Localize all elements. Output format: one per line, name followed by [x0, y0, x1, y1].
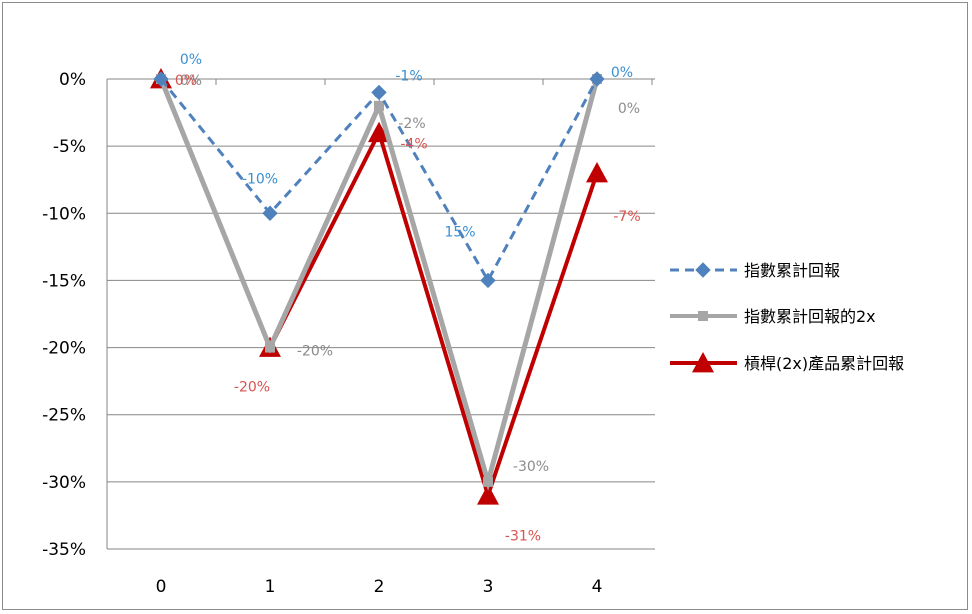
square-marker	[698, 311, 708, 321]
diamond-marker	[371, 84, 387, 101]
data-label: -20%	[234, 380, 270, 396]
data-label: 0%	[611, 65, 633, 81]
data-label: -10%	[242, 171, 278, 187]
diamond-marker	[262, 205, 278, 221]
square-marker	[483, 476, 493, 487]
x-tick-label: 2	[374, 577, 385, 597]
x-tick-label: 4	[592, 577, 603, 597]
diamond-marker	[589, 71, 605, 87]
data-label: -2%	[398, 116, 425, 132]
y-tick-label: -25%	[42, 406, 86, 426]
diamond-marker	[480, 272, 496, 289]
data-label: -1%	[395, 68, 422, 84]
x-tick-label: 0	[156, 577, 167, 597]
square-marker	[265, 342, 275, 353]
data-label: -4%	[400, 137, 427, 153]
data-label: -30%	[513, 459, 549, 475]
y-tick-label: -20%	[42, 339, 86, 359]
data-label: 0%	[180, 52, 202, 68]
diamond-marker	[153, 71, 169, 87]
data-label: -31%	[505, 528, 541, 544]
x-tick-label: 3	[483, 577, 494, 597]
data-label: 15%	[444, 224, 475, 240]
triangle-marker	[586, 162, 608, 183]
triangle-marker	[368, 121, 390, 143]
y-tick-label: 0%	[59, 70, 86, 90]
y-tick-label: -5%	[53, 137, 86, 157]
triangle-marker	[477, 484, 499, 505]
data-label: -20%	[297, 344, 333, 360]
data-label: -7%	[613, 209, 640, 225]
x-tick-label: 1	[265, 577, 276, 597]
series-layer	[150, 68, 608, 505]
legend-label: 指數累計回報	[744, 261, 840, 280]
legend-label: 指數累計回報的2x	[744, 307, 876, 326]
y-tick-label: -35%	[42, 540, 86, 560]
y-tick-label: -15%	[42, 271, 86, 291]
y-tick-label: -10%	[42, 204, 86, 224]
legend-label: 槓桿(2x)產品累計回報	[744, 354, 904, 373]
axis-layer: 0% -5% -10% -15% -20% -25% -30% -35% 0 1 2 3 4	[42, 70, 653, 597]
data-label: 0%	[180, 73, 202, 89]
square-marker	[374, 100, 384, 111]
data-label-layer: 0%-10%-1%15%0%0%-20%-2%-30%0%0%-20%-4%-3…	[175, 52, 641, 544]
data-label: 0%	[175, 73, 197, 89]
triangle-marker	[692, 352, 714, 373]
grid-layer	[107, 78, 655, 550]
y-tick-label: -30%	[42, 473, 86, 493]
diamond-marker	[695, 262, 711, 278]
data-label: 0%	[618, 101, 640, 117]
